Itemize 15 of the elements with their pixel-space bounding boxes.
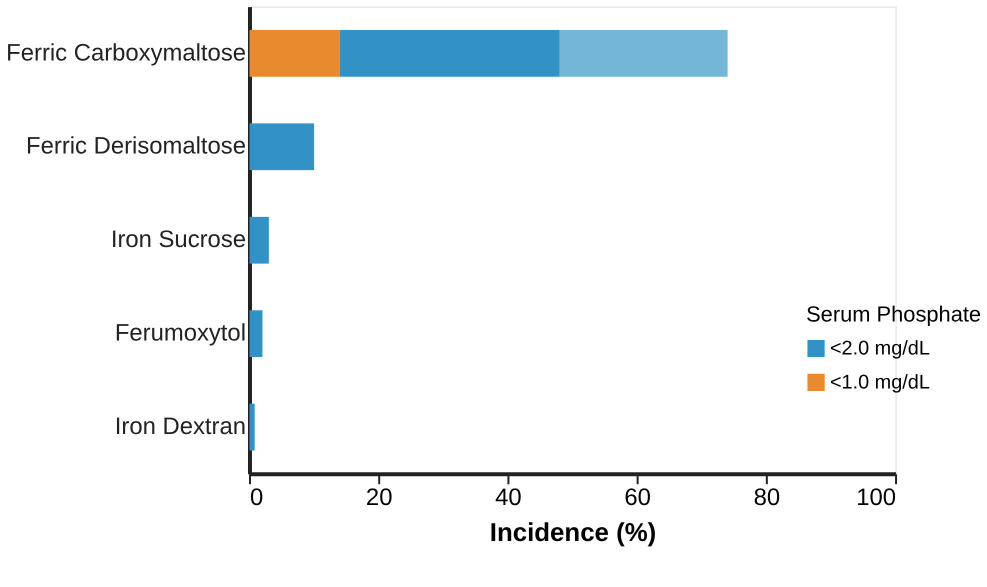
legend-title: Serum Phosphate	[806, 302, 982, 327]
x-tick-label: 60	[624, 484, 651, 512]
x-tick-label: 80	[754, 484, 780, 512]
x-tick-label: 100	[856, 484, 896, 512]
y-tick-label: Iron Dextran	[114, 413, 246, 440]
legend-label: <1.0 mg/dL	[830, 371, 930, 394]
x-tick-label: 40	[495, 484, 522, 512]
y-tick-label: Iron Sucrose	[110, 226, 246, 254]
x-axis-title: Incidence (%)	[490, 518, 656, 547]
y-tick-label: Ferric Derisomaltose	[26, 132, 246, 160]
x-tick-label: 0	[250, 484, 264, 512]
y-tick-label: Ferric Carboxymaltose	[6, 39, 246, 66]
x-tick-label: 20	[366, 484, 392, 512]
legend-label: <2.0 mg/dL	[830, 338, 930, 360]
y-tick-label: Ferumoxytol	[114, 320, 246, 347]
